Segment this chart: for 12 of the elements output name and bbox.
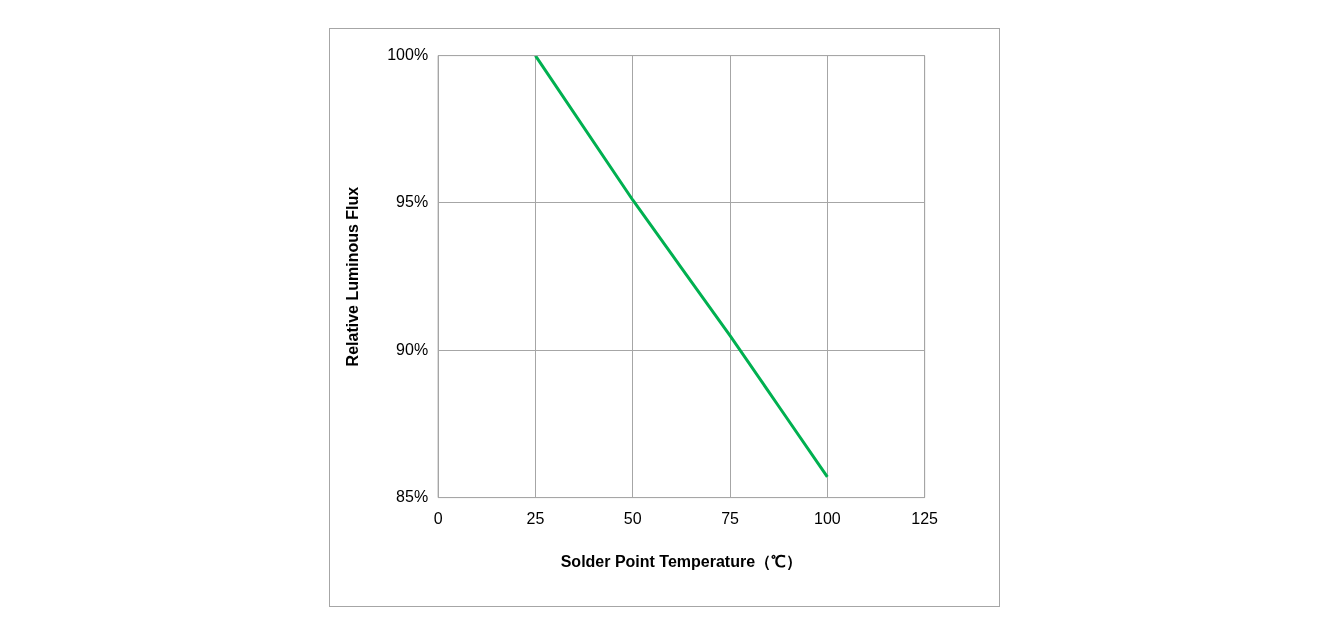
x-tick-label: 100 [813, 509, 841, 527]
y-axis-title: Relative Luminous Flux [344, 186, 362, 367]
x-tick-label: 125 [911, 509, 939, 527]
y-tick-label: 90% [396, 340, 429, 358]
x-tick-label: 0 [433, 509, 443, 527]
x-tick-label: 25 [526, 509, 545, 527]
y-tick-label: 85% [396, 488, 429, 506]
x-tick-label: 50 [623, 509, 642, 527]
x-axis-title: Solder Point Temperature（℃） [560, 552, 803, 571]
y-tick-label: 95% [396, 193, 429, 211]
x-tick-label: 75 [721, 509, 740, 527]
y-tick-label: 100% [387, 46, 429, 64]
